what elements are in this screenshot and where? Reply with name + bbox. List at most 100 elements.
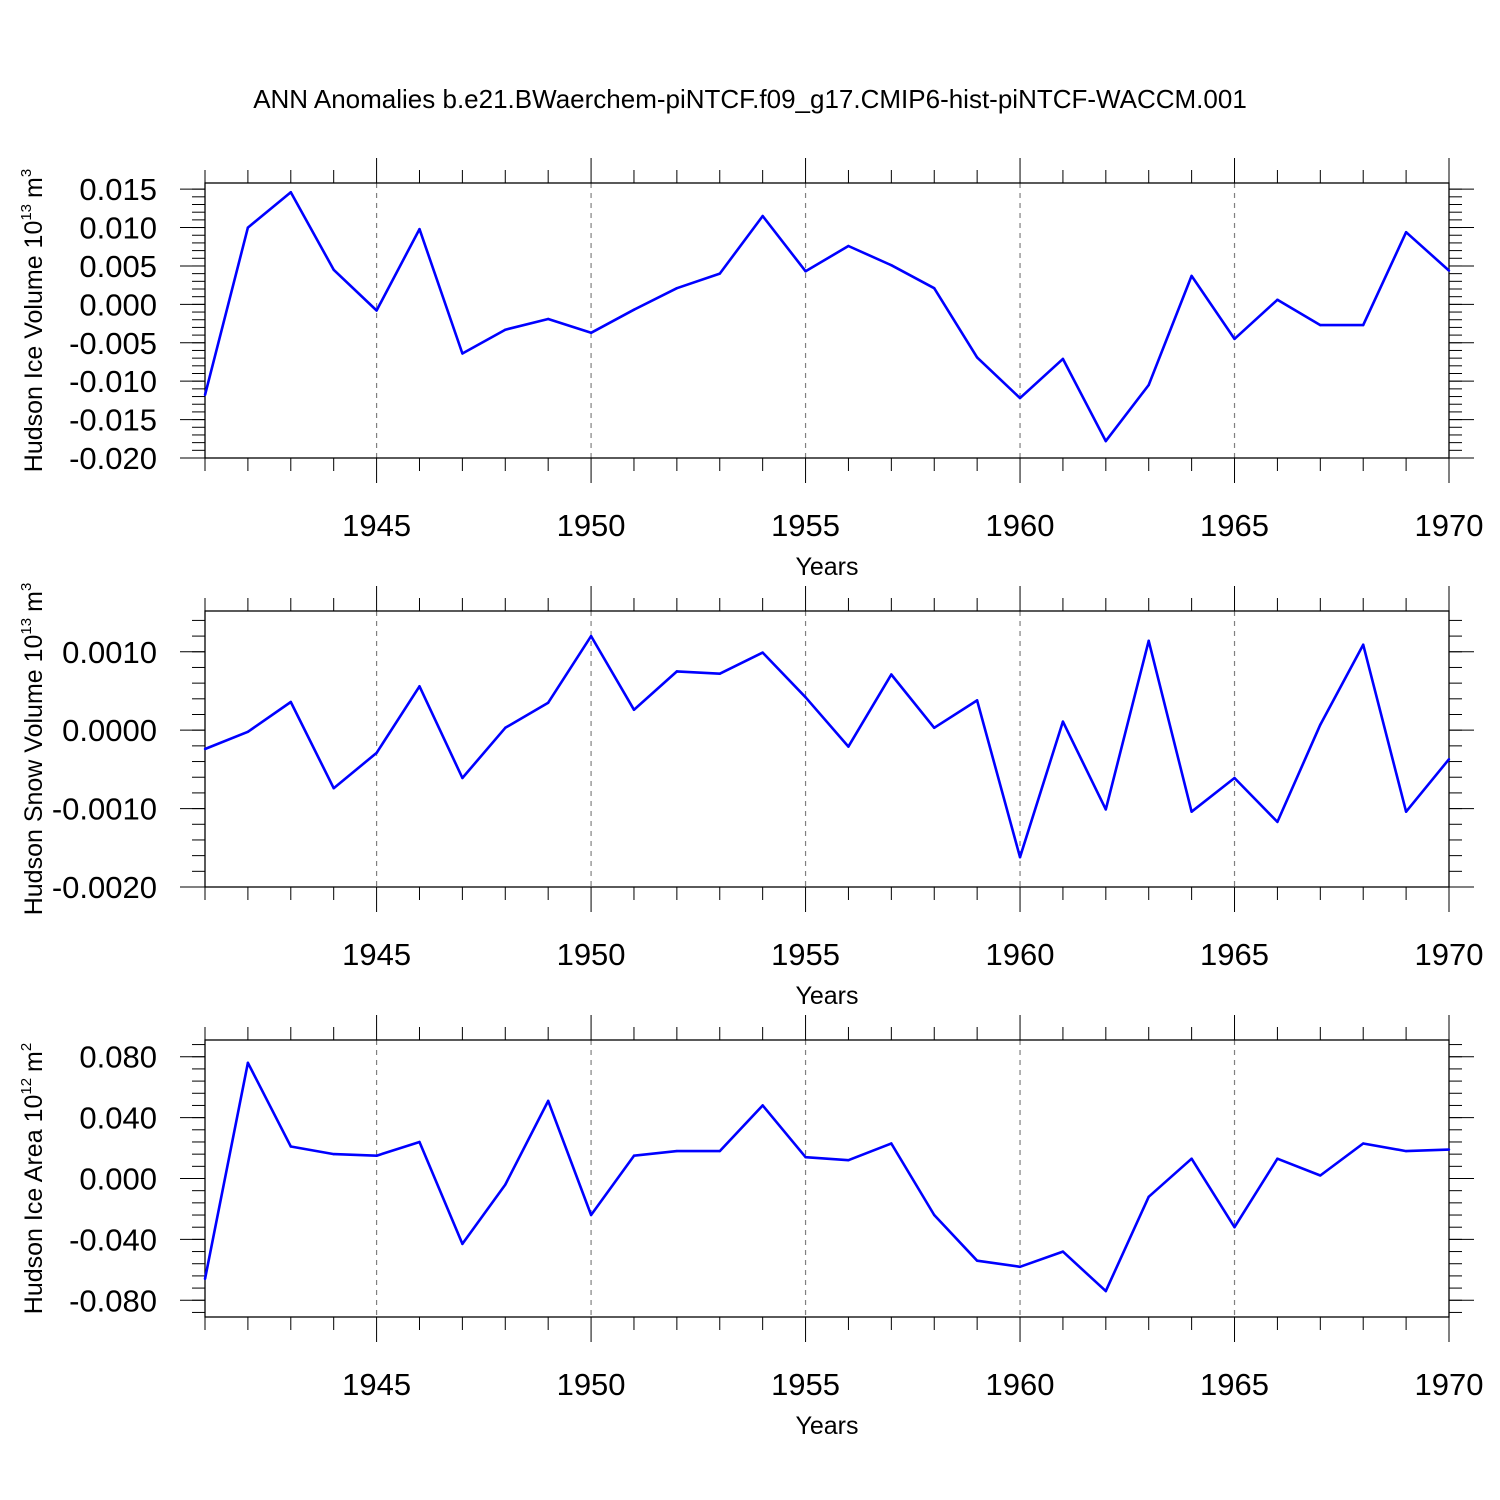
y-tick-label: 0.015 xyxy=(79,172,157,207)
x-tick-label: 1950 xyxy=(557,937,626,972)
data-point xyxy=(675,670,679,673)
data-point xyxy=(1190,274,1193,278)
x-axis-label: Years xyxy=(795,982,858,1010)
data-point xyxy=(461,1242,464,1246)
data-point xyxy=(1362,323,1365,327)
data-point xyxy=(718,272,721,275)
y-axis-label-exponent: 13 xyxy=(18,204,35,221)
panel-3: -0.080 -0.040 0.000 0.040 0.080 1945 1950 1955 1… xyxy=(18,1015,1483,1440)
data-point xyxy=(589,331,593,334)
data-point xyxy=(504,726,507,730)
data-point xyxy=(1061,1250,1065,1253)
data-point xyxy=(761,651,764,654)
x-tick-label: 1955 xyxy=(771,508,840,543)
y-tick-label: -0.0010 xyxy=(52,792,157,827)
data-point xyxy=(1319,1174,1322,1177)
data-point xyxy=(504,1183,507,1186)
data-point xyxy=(1104,1289,1108,1293)
x-axis-label: Years xyxy=(795,553,858,581)
data-point xyxy=(1061,357,1065,361)
data-point xyxy=(1447,269,1451,272)
x-tick-label: 1955 xyxy=(771,937,840,972)
data-point xyxy=(1447,757,1451,761)
y-axis-label-main: Hudson Ice Volume 10 xyxy=(20,221,48,473)
x-axis-label: Years xyxy=(795,1412,858,1440)
y-tick-label: 0.005 xyxy=(79,249,157,284)
y-tick-label: 0.010 xyxy=(79,211,157,246)
x-tick-label: 1950 xyxy=(557,508,626,543)
data-point xyxy=(1404,230,1408,234)
data-point xyxy=(589,634,593,638)
data-point xyxy=(675,1149,679,1153)
y-tick-label: 0.000 xyxy=(79,287,157,322)
x-tick-label: 1960 xyxy=(986,508,1055,543)
data-point xyxy=(203,393,207,397)
data-point xyxy=(1147,639,1150,642)
data-point xyxy=(1018,1265,1022,1268)
data-point xyxy=(847,745,850,748)
data-point xyxy=(1104,808,1108,811)
y-tick-label: -0.005 xyxy=(69,326,157,361)
data-point xyxy=(461,352,464,355)
data-point xyxy=(804,696,807,699)
y-axis-label-main: Hudson Snow Volume 10 xyxy=(20,635,48,916)
data-point xyxy=(1404,810,1408,813)
y-axis-label: Hudson Snow Volume 1013 m3 xyxy=(18,583,48,916)
data-point xyxy=(632,308,636,311)
x-tick-label: 1970 xyxy=(1415,508,1484,543)
x-tick-label: 1945 xyxy=(342,508,411,543)
data-point xyxy=(675,287,679,290)
y-axis-label-unit: m xyxy=(20,591,48,612)
x-tick-label: 1945 xyxy=(342,937,411,972)
y-axis-label-main: Hudson Ice Area 10 xyxy=(20,1095,48,1315)
data-point xyxy=(632,708,636,711)
plot-frame xyxy=(204,1039,1450,1318)
x-tick-label: 1965 xyxy=(1200,508,1269,543)
data-point xyxy=(718,672,721,675)
data-point xyxy=(332,787,335,790)
x-tick-label: 1965 xyxy=(1200,937,1269,972)
data-point xyxy=(1276,820,1279,824)
data-point xyxy=(761,214,764,218)
data-point xyxy=(632,1154,636,1157)
data-point xyxy=(1233,776,1236,780)
data-point xyxy=(804,1155,807,1159)
data-point xyxy=(890,1142,893,1145)
data-point xyxy=(975,699,979,702)
data-point xyxy=(461,776,464,780)
x-tick-label: 1945 xyxy=(342,1367,411,1402)
data-point xyxy=(289,1145,292,1148)
data-point xyxy=(246,730,250,733)
data-point xyxy=(203,747,207,751)
data-point xyxy=(375,1154,378,1157)
data-point xyxy=(332,1152,335,1156)
x-tick-label: 1955 xyxy=(771,1367,840,1402)
data-point xyxy=(546,1099,550,1103)
plot-frame xyxy=(204,182,1450,459)
y-tick-label: 0.0010 xyxy=(62,635,157,670)
figure-title: ANN Anomalies b.e21.BWaerchem-piNTCF.f09… xyxy=(253,84,1247,114)
y-tick-label: 0.000 xyxy=(79,1162,157,1197)
data-point xyxy=(761,1104,764,1107)
y-axis-label-unit-exponent: 3 xyxy=(18,169,35,177)
data-point xyxy=(933,287,936,290)
data-point xyxy=(1233,337,1236,341)
data-point xyxy=(1362,1142,1365,1145)
series-line xyxy=(203,190,1450,443)
data-point xyxy=(332,268,335,272)
x-tick-label: 1970 xyxy=(1415,1367,1484,1402)
series-line xyxy=(203,1061,1450,1293)
data-point xyxy=(203,1277,207,1281)
data-point xyxy=(1147,1195,1150,1198)
data-point xyxy=(418,1140,421,1144)
data-point xyxy=(933,1213,936,1217)
data-point xyxy=(933,726,936,730)
data-point xyxy=(804,270,807,273)
data-point xyxy=(1104,439,1108,443)
y-axis-label-unit-exponent: 3 xyxy=(18,583,35,591)
data-point xyxy=(718,1149,721,1153)
data-point xyxy=(890,263,893,267)
data-point xyxy=(289,191,292,194)
x-tick-label: 1950 xyxy=(557,1367,626,1402)
